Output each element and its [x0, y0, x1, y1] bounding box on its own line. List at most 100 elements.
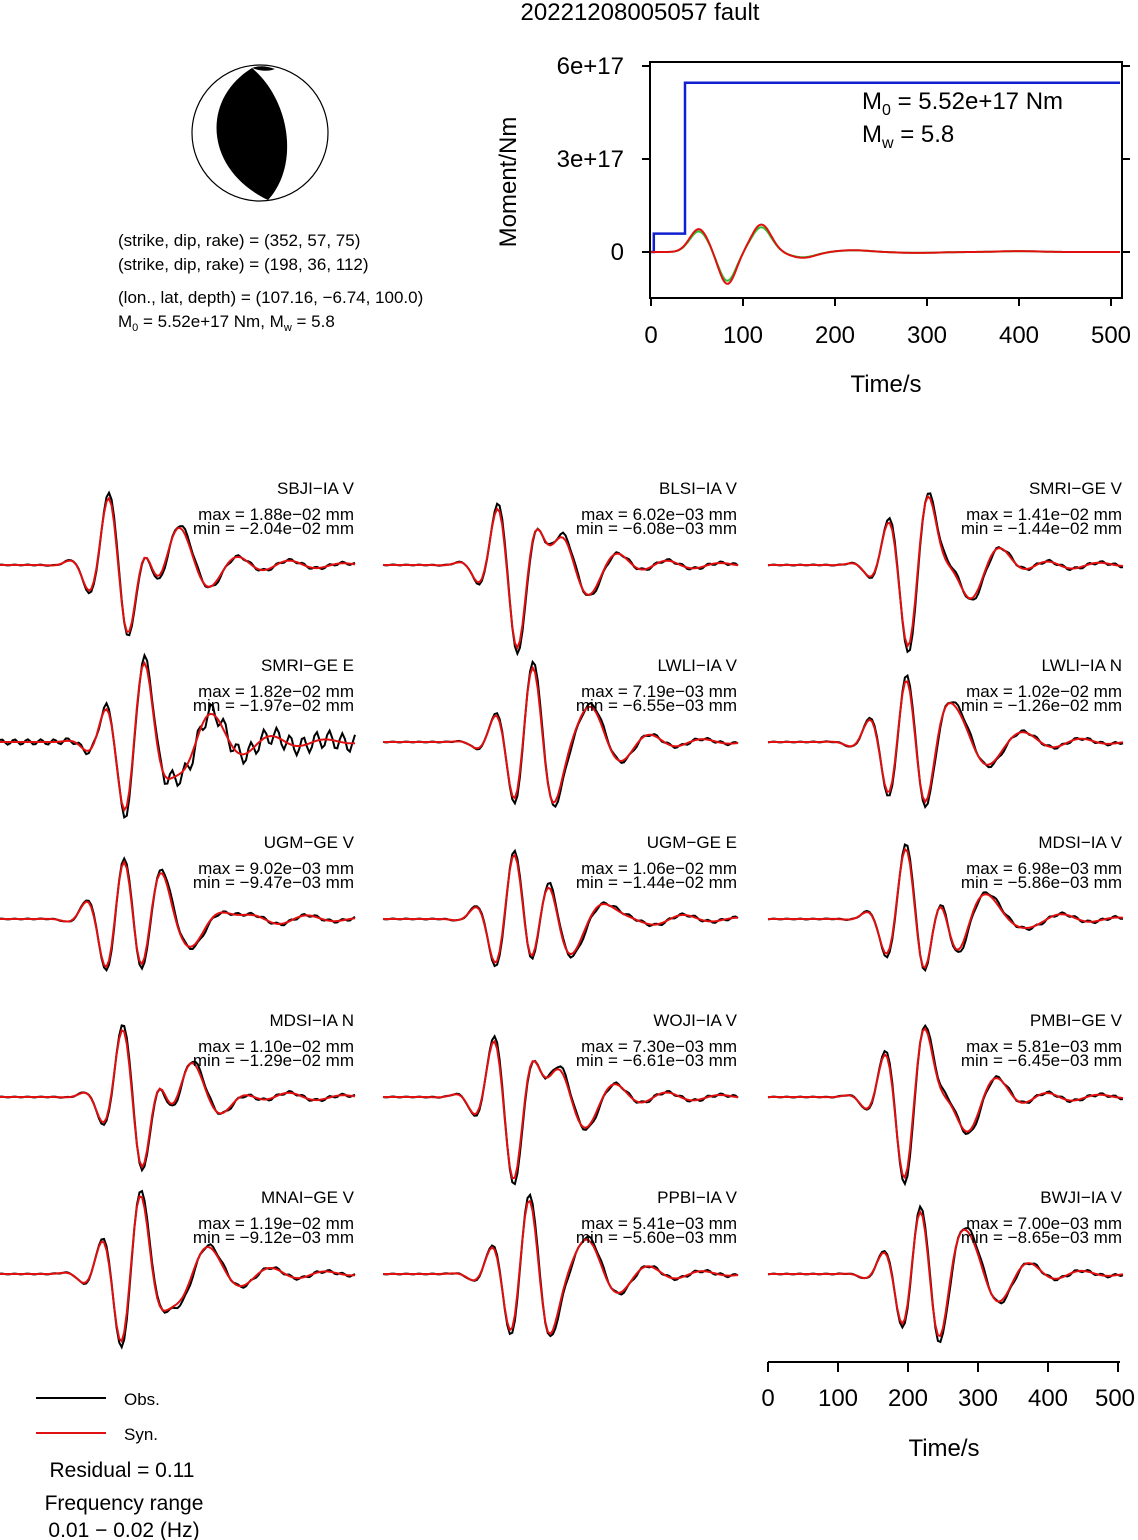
legend: Obs. Syn. Residual = 0.11 Frequency rang…: [36, 1390, 203, 1540]
moment-xtick-label: 300: [907, 322, 947, 349]
station-max: max = 5.41e−03 mm: [581, 1214, 737, 1233]
station-min: min = −5.60e−03 mm: [576, 1228, 737, 1247]
station-min: min = −6.08e−03 mm: [576, 519, 737, 538]
moment-y-ticks: [642, 65, 1130, 253]
moment-chart: 6e+17 3e+17 0 0 100 200 300 400 500 Time…: [495, 53, 1131, 398]
legend-syn-label: Syn.: [124, 1425, 158, 1444]
station-max: max = 1.02e−02 mm: [966, 682, 1122, 701]
synthetic-trace: [768, 1209, 1124, 1338]
wave-xtick-label: 200: [888, 1385, 928, 1412]
station-name: PMBI−GE V: [1030, 1011, 1123, 1030]
wave-xtick-label: 400: [1028, 1385, 1068, 1412]
moment-xtick-label: 200: [815, 322, 855, 349]
plane2-text: (strike, dip, rake) = (198, 36, 112): [118, 255, 369, 274]
moment-ytick-label: 3e+17: [557, 146, 624, 173]
wave-xlabel: Time/s: [908, 1435, 979, 1462]
station-max: max = 1.06e−02 mm: [581, 859, 737, 878]
station-max: max = 7.30e−03 mm: [581, 1037, 737, 1056]
synthetic-trace: [768, 494, 1124, 649]
synthetic-trace: [383, 665, 739, 804]
legend-obs-label: Obs.: [124, 1390, 160, 1409]
station-max: max = 7.00e−03 mm: [966, 1214, 1122, 1233]
station-max: max = 9.02e−03 mm: [198, 859, 354, 878]
station-min: min = −8.65e−03 mm: [961, 1228, 1122, 1247]
moment-chart-frame: [649, 61, 1123, 299]
station-name: UGM−GE V: [264, 833, 355, 852]
observed-trace: [0, 652, 356, 819]
synthetic-trace: [768, 847, 1124, 970]
figure-title: 20221208005057 fault: [521, 0, 760, 26]
station-max: max = 1.82e−02 mm: [198, 682, 354, 701]
station-name: BLSI−IA V: [659, 479, 738, 498]
moment-xlabel: Time/s: [850, 371, 921, 398]
frequency-title: Frequency range: [45, 1492, 204, 1515]
station-min: min = −6.61e−03 mm: [576, 1051, 737, 1070]
station-max: max = 1.41e−02 mm: [966, 505, 1122, 524]
moment-xtick-label: 100: [723, 322, 763, 349]
wave-xtick-label: 0: [761, 1385, 774, 1412]
station-min: min = −1.26e−02 mm: [961, 696, 1122, 715]
station-name: PPBI−IA V: [657, 1188, 738, 1207]
station-name: LWLI−IA V: [657, 656, 737, 675]
moment-xtick-label: 400: [999, 322, 1039, 349]
synthetic-trace: [383, 506, 739, 651]
location-text: (lon., lat, depth) = (107.16, −6.74, 100…: [118, 288, 423, 307]
m0-annotation: M0 = 5.52e+17 Nm: [862, 88, 1063, 119]
station-max: max = 5.81e−03 mm: [966, 1037, 1122, 1056]
station-min: min = −6.55e−03 mm: [576, 696, 737, 715]
station-min: min = −6.45e−03 mm: [961, 1051, 1122, 1070]
plane1-text: (strike, dip, rake) = (352, 57, 75): [118, 231, 360, 250]
frequency-value: 0.01 − 0.02 (Hz): [48, 1519, 199, 1540]
wave-xtick-label: 300: [958, 1385, 998, 1412]
station-min: min = −1.44e−02 mm: [576, 873, 737, 892]
station-name: LWLI−IA N: [1042, 656, 1122, 675]
station-name: BWJI−IA V: [1040, 1188, 1122, 1207]
station-max: max = 1.19e−02 mm: [198, 1214, 354, 1233]
station-min: min = −9.12e−03 mm: [193, 1228, 354, 1247]
moment-ytick-label: 0: [611, 239, 624, 266]
station-max: max = 6.02e−03 mm: [581, 505, 737, 524]
synthetic-trace: [768, 679, 1124, 804]
station-min: min = −5.86e−03 mm: [961, 873, 1122, 892]
moment-ylabel: Moment/Nm: [495, 117, 522, 248]
synthetic-trace: [768, 1026, 1124, 1180]
station-min: min = −1.97e−02 mm: [193, 696, 354, 715]
moment-rate-green-line: [651, 226, 1120, 282]
station-name: WOJI−IA V: [653, 1011, 737, 1030]
station-name: SMRI−GE E: [261, 656, 354, 675]
focal-mechanism-beachball: [191, 64, 329, 202]
mw-annotation: Mw = 5.8: [862, 121, 954, 152]
station-name: SBJI−IA V: [277, 479, 355, 498]
station-max: max = 1.10e−02 mm: [198, 1037, 354, 1056]
moment-xtick-label: 500: [1091, 322, 1131, 349]
synthetic-trace: [0, 660, 356, 813]
station-max: max = 7.19e−03 mm: [581, 682, 737, 701]
moment-x-ticks: [650, 298, 1112, 306]
station-max: max = 1.88e−02 mm: [198, 505, 354, 524]
moment-xtick-label: 0: [644, 322, 657, 349]
station-name: SMRI−GE V: [1029, 479, 1123, 498]
moment-rate-red-line: [651, 223, 1120, 285]
moment-text: M0 = 5.52e+17 Nm, Mw = 5.8: [118, 312, 335, 334]
synthetic-trace: [383, 1039, 739, 1180]
wave-xtick-label: 500: [1095, 1385, 1135, 1412]
station-name: UGM−GE E: [647, 833, 737, 852]
synthetic-trace: [0, 1195, 356, 1344]
synthetic-trace: [0, 1028, 356, 1170]
